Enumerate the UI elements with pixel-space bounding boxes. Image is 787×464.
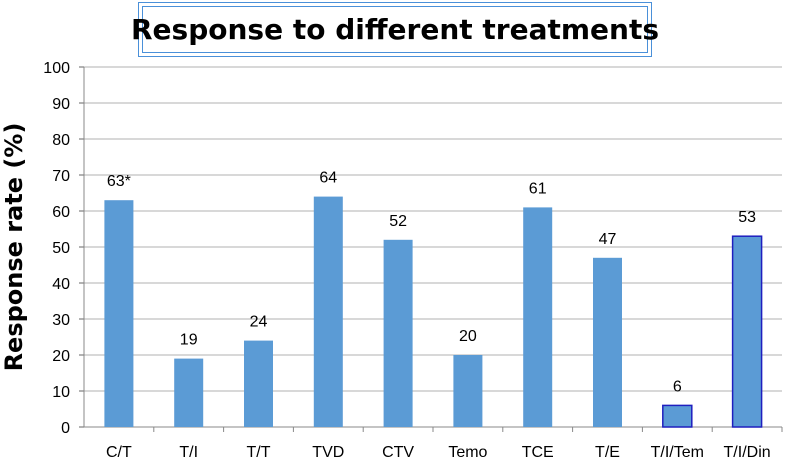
bar-t-i-din bbox=[731, 235, 763, 428]
bar-t-i bbox=[174, 358, 204, 427]
chart-title: Response to different treatments bbox=[131, 13, 659, 46]
y-tick-label-20: 20 bbox=[52, 348, 70, 365]
y-tick-label-100: 100 bbox=[43, 60, 70, 77]
bar-ctv bbox=[383, 239, 413, 427]
data-label-temo: 20 bbox=[459, 328, 477, 345]
y-tick-label-90: 90 bbox=[52, 96, 70, 113]
x-tick-label-t-t: T/T bbox=[247, 444, 271, 461]
bar-c-t bbox=[104, 200, 134, 427]
x-tick-label-ctv: CTV bbox=[382, 444, 414, 461]
data-label-t-t: 24 bbox=[250, 314, 268, 331]
chart-title-frame: Response to different treatments bbox=[131, 2, 659, 57]
y-tick-label-60: 60 bbox=[52, 204, 70, 221]
y-tick-label-0: 0 bbox=[61, 420, 70, 437]
y-axis-title: Response rate (%) bbox=[0, 123, 28, 372]
bar-tvd bbox=[313, 196, 343, 427]
data-label-tvd: 64 bbox=[319, 170, 337, 187]
bar-temo bbox=[453, 355, 483, 427]
chart-title-inner-frame: Response to different treatments bbox=[131, 6, 659, 53]
x-tick-label-tce: TCE bbox=[522, 444, 554, 461]
bar-t-t bbox=[244, 340, 273, 427]
data-label-t-i: 19 bbox=[180, 332, 198, 349]
x-tick-label-t-i: T/I bbox=[179, 444, 198, 461]
x-tick-label-t-e: T/E bbox=[595, 444, 620, 461]
bar-t-e bbox=[593, 257, 622, 427]
x-tick-label-temo: Temo bbox=[448, 444, 487, 461]
data-label-t-i-din: 53 bbox=[738, 209, 756, 226]
x-tick-label-c-t: C/T bbox=[106, 444, 132, 461]
data-label-t-i-tem: 6 bbox=[673, 378, 682, 395]
y-tick-label-80: 80 bbox=[52, 132, 70, 149]
data-label-tce: 61 bbox=[529, 180, 547, 197]
y-tick-label-70: 70 bbox=[52, 168, 70, 185]
bar-tce bbox=[523, 207, 553, 427]
y-tick-label-50: 50 bbox=[52, 240, 70, 257]
y-tick-label-10: 10 bbox=[52, 384, 70, 401]
x-tick-label-t-i-din: T/I/Din bbox=[724, 444, 771, 461]
data-label-t-e: 47 bbox=[599, 231, 617, 248]
x-tick-label-t-i-tem: T/I/Tem bbox=[651, 444, 704, 461]
y-tick-label-30: 30 bbox=[52, 312, 70, 329]
data-label-ctv: 52 bbox=[389, 213, 407, 230]
data-label-c-t: 63* bbox=[107, 173, 131, 190]
y-tick-label-40: 40 bbox=[52, 276, 70, 293]
x-tick-label-tvd: TVD bbox=[312, 444, 344, 461]
bar-t-i-tem bbox=[662, 404, 693, 428]
